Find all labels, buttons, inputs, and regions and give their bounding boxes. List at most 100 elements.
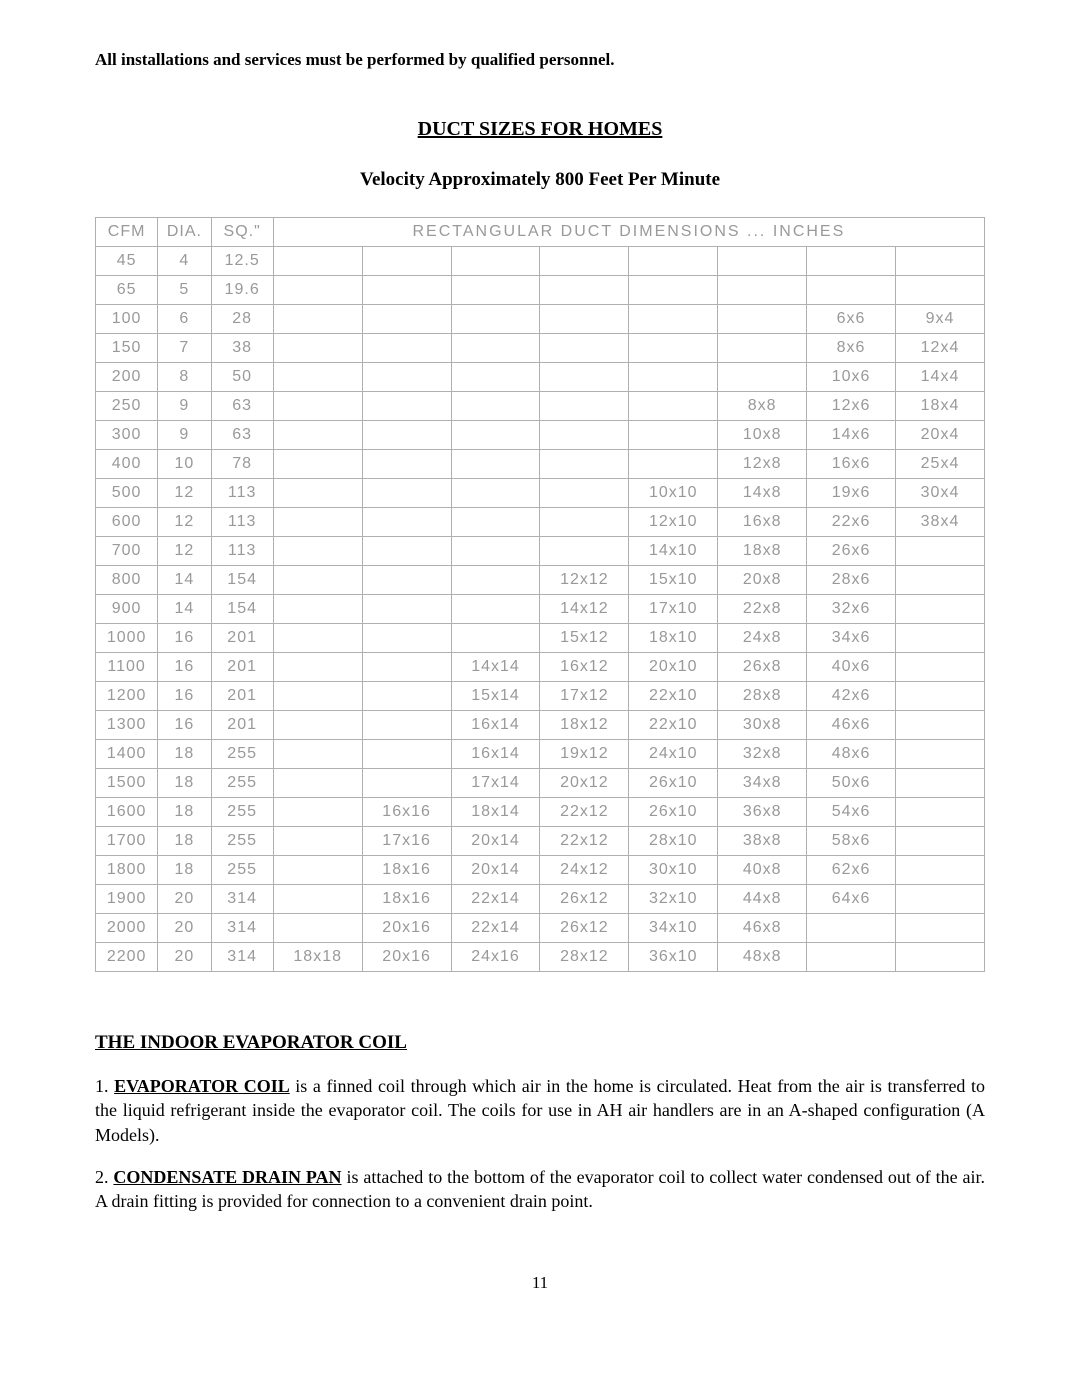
table-cell: 201: [211, 711, 273, 740]
table-cell: 14: [158, 566, 211, 595]
table-cell: [896, 885, 985, 914]
table-cell: 22x12: [540, 827, 629, 856]
col-sq: SQ.": [211, 218, 273, 247]
table-row: 15001825517x1420x1226x1034x850x6: [96, 769, 985, 798]
table-cell: 28: [211, 305, 273, 334]
table-row: 6001211312x1016x822x638x4: [96, 508, 985, 537]
table-cell: 800: [96, 566, 158, 595]
table-cell: 1400: [96, 740, 158, 769]
table-cell: 38: [211, 334, 273, 363]
table-cell: 2200: [96, 943, 158, 972]
table-cell: [451, 566, 540, 595]
table-cell: 38x8: [718, 827, 807, 856]
table-cell: [451, 537, 540, 566]
table-cell: 20x16: [362, 943, 451, 972]
table-cell: 18: [158, 856, 211, 885]
table-cell: 18x14: [451, 798, 540, 827]
table-cell: 26x8: [718, 653, 807, 682]
table-cell: [362, 711, 451, 740]
table-cell: [362, 537, 451, 566]
table-cell: 9: [158, 392, 211, 421]
table-cell: 16: [158, 682, 211, 711]
table-cell: 10x10: [629, 479, 718, 508]
table-cell: 12: [158, 479, 211, 508]
table-cell: [540, 508, 629, 537]
table-cell: [896, 914, 985, 943]
table-cell: 113: [211, 537, 273, 566]
table-cell: 64x6: [807, 885, 896, 914]
table-cell: 45: [96, 247, 158, 276]
table-cell: [896, 769, 985, 798]
table-cell: 20x8: [718, 566, 807, 595]
table-cell: [273, 740, 362, 769]
table-cell: 10x6: [807, 363, 896, 392]
table-cell: [273, 392, 362, 421]
table-cell: 20: [158, 885, 211, 914]
table-row: 14001825516x1419x1224x1032x848x6: [96, 740, 985, 769]
table-cell: 18x4: [896, 392, 985, 421]
table-cell: 18x12: [540, 711, 629, 740]
table-cell: 22x10: [629, 711, 718, 740]
table-cell: 2000: [96, 914, 158, 943]
table-cell: 255: [211, 798, 273, 827]
table-cell: [896, 943, 985, 972]
table-row: 11001620114x1416x1220x1026x840x6: [96, 653, 985, 682]
table-cell: [718, 334, 807, 363]
table-cell: 8x6: [807, 334, 896, 363]
table-cell: [362, 479, 451, 508]
table-cell: [718, 247, 807, 276]
table-cell: [718, 305, 807, 334]
table-cell: [362, 334, 451, 363]
table-row: 8001415412x1215x1020x828x6: [96, 566, 985, 595]
table-cell: 700: [96, 537, 158, 566]
table-cell: 314: [211, 885, 273, 914]
table-cell: [896, 827, 985, 856]
table-cell: 28x12: [540, 943, 629, 972]
table-row: 16001825516x1618x1422x1226x1036x854x6: [96, 798, 985, 827]
table-row: 30096310x814x620x4: [96, 421, 985, 450]
table-cell: [540, 392, 629, 421]
table-cell: 16x16: [362, 798, 451, 827]
table-cell: 1500: [96, 769, 158, 798]
table-cell: [540, 334, 629, 363]
table-cell: 48x6: [807, 740, 896, 769]
table-cell: [362, 392, 451, 421]
table-row: 2509638x812x618x4: [96, 392, 985, 421]
table-cell: 14x10: [629, 537, 718, 566]
table-cell: [451, 247, 540, 276]
table-cell: 18x8: [718, 537, 807, 566]
table-cell: [273, 624, 362, 653]
table-cell: [896, 247, 985, 276]
table-cell: 14x6: [807, 421, 896, 450]
table-cell: 16x14: [451, 711, 540, 740]
table-cell: [540, 421, 629, 450]
table-cell: 255: [211, 740, 273, 769]
table-cell: 28x8: [718, 682, 807, 711]
table-cell: [273, 276, 362, 305]
table-cell: [540, 276, 629, 305]
table-cell: [451, 479, 540, 508]
table-cell: [718, 363, 807, 392]
page-number: 11: [95, 1273, 985, 1293]
table-cell: 100: [96, 305, 158, 334]
table-cell: 12x8: [718, 450, 807, 479]
table-cell: [273, 653, 362, 682]
table-cell: 34x10: [629, 914, 718, 943]
table-cell: [451, 421, 540, 450]
table-cell: 16x12: [540, 653, 629, 682]
table-cell: 17x12: [540, 682, 629, 711]
table-cell: 14x4: [896, 363, 985, 392]
table-cell: [540, 247, 629, 276]
table-cell: [362, 682, 451, 711]
table-cell: 24x10: [629, 740, 718, 769]
table-cell: 1200: [96, 682, 158, 711]
table-cell: [896, 798, 985, 827]
table-row: 400107812x816x625x4: [96, 450, 985, 479]
table-cell: 16: [158, 624, 211, 653]
table-cell: [896, 595, 985, 624]
table-cell: 40x8: [718, 856, 807, 885]
table-cell: 12x10: [629, 508, 718, 537]
table-cell: [896, 856, 985, 885]
table-cell: [451, 363, 540, 392]
table-cell: 12x4: [896, 334, 985, 363]
